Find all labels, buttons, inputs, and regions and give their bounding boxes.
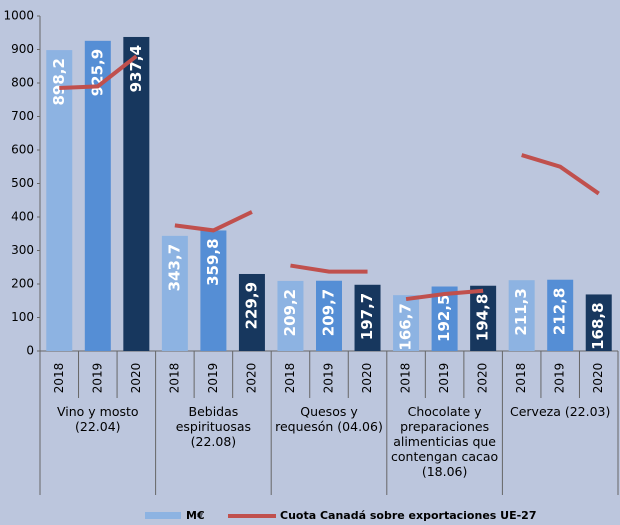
- value-label: 925,9: [88, 49, 106, 96]
- x-tick-label: 2019: [322, 363, 336, 394]
- y-tick-label: 500: [11, 176, 34, 190]
- bar: [393, 295, 420, 351]
- y-tick-label: 200: [11, 277, 34, 291]
- x-tick-label: 2018: [399, 363, 413, 394]
- value-label: 359,8: [204, 238, 222, 285]
- bar: [316, 280, 342, 351]
- x-tick-label: 2018: [283, 363, 297, 394]
- line: [290, 263, 368, 274]
- group-label: Chocolate y preparaciones alimenticias q…: [391, 404, 499, 479]
- legend-label: Cuota Canadá sobre exportaciones UE-27: [280, 509, 536, 522]
- value-label: 209,7: [320, 289, 338, 336]
- value-label: 168,8: [589, 302, 607, 349]
- bar: [238, 273, 265, 351]
- value-label: 211,3: [512, 288, 530, 335]
- y-tick-label: 700: [11, 109, 34, 123]
- bar: [547, 279, 574, 351]
- x-tick-label: 2018: [514, 363, 528, 394]
- x-tick-label: 2018: [52, 363, 66, 394]
- bar: [431, 286, 458, 351]
- group-label: Quesos y requesón (04.06): [275, 404, 383, 434]
- x-tick-label: 2020: [244, 363, 258, 394]
- x-tick-label: 2020: [476, 363, 490, 394]
- x-tick-label: 2020: [129, 363, 143, 394]
- line: [405, 288, 484, 302]
- value-label: 937,4: [127, 45, 145, 92]
- y-tick-label: 0: [26, 344, 34, 358]
- value-label: 229,9: [242, 282, 260, 329]
- value-label: 212,8: [551, 288, 569, 335]
- y-tick-label: 300: [11, 243, 34, 257]
- x-tick-label: 2018: [167, 363, 181, 394]
- x-tick-label: 2019: [90, 363, 104, 394]
- x-tick-label: 2019: [206, 363, 220, 394]
- line: [174, 210, 253, 233]
- x-tick-label: 2019: [553, 363, 567, 394]
- value-label: 166,7: [397, 303, 415, 350]
- y-tick-label: 100: [11, 310, 34, 324]
- bar: [277, 280, 304, 351]
- group-label: Cerveza (22.03): [509, 404, 611, 419]
- bar: [161, 235, 188, 351]
- y-tick-label: 900: [11, 42, 34, 56]
- bar: [46, 50, 73, 352]
- value-label: 209,2: [281, 289, 299, 336]
- value-label: 197,7: [358, 293, 376, 340]
- bar: [508, 280, 535, 351]
- legend-label: M€: [186, 509, 205, 522]
- y-tick-label: 400: [11, 210, 34, 224]
- value-label: 194,8: [474, 294, 492, 341]
- value-label: 898,2: [50, 58, 68, 105]
- line: [59, 54, 138, 91]
- x-tick-label: 2019: [437, 363, 451, 394]
- bar: [84, 40, 111, 352]
- x-tick-label: 2020: [591, 363, 605, 394]
- y-tick-label: 800: [11, 76, 34, 90]
- bar: [200, 230, 227, 351]
- y-tick-label: 1000: [3, 9, 34, 23]
- value-label: 192,5: [435, 295, 453, 342]
- line: [521, 153, 600, 196]
- legend-swatch: [145, 512, 181, 519]
- value-label: 343,7: [165, 244, 183, 291]
- group-label: Bebidas espirituosas (22.08): [175, 404, 252, 449]
- bar: [585, 294, 612, 351]
- bar: [123, 36, 150, 351]
- x-tick-label: 2020: [360, 363, 374, 394]
- group-label: Vino y mosto (22.04): [57, 404, 139, 434]
- y-tick-label: 600: [11, 143, 34, 157]
- bar: [470, 285, 497, 351]
- bar: [354, 284, 381, 351]
